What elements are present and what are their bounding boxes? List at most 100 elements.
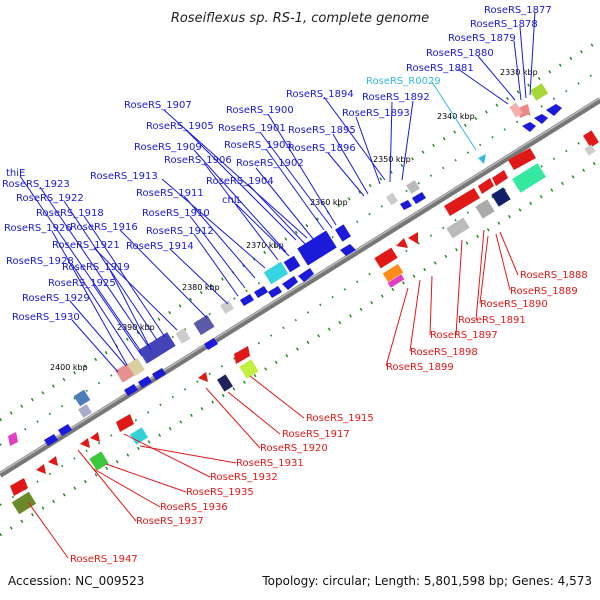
gene-arrow: [478, 178, 494, 194]
gene-label[interactable]: RoseRS_1922: [16, 193, 84, 204]
tick-label: 2360 kbp: [310, 198, 348, 207]
reverse-genes: [10, 130, 599, 515]
gene-label[interactable]: RoseRS_1896: [288, 143, 356, 154]
gene-label[interactable]: RoseRS_1890: [480, 299, 548, 310]
gene-feature: [8, 432, 18, 446]
gene-feature: [529, 83, 549, 101]
gene-label[interactable]: RoseRS_1880: [426, 48, 494, 59]
gene-label[interactable]: RoseRS_1937: [136, 516, 204, 527]
gene-feature: [475, 199, 495, 219]
gene-label[interactable]: RoseRS_1897: [430, 330, 498, 341]
gene-arrow: [522, 122, 536, 132]
gene-label[interactable]: RoseRS_1909: [134, 142, 202, 153]
gene-label[interactable]: RoseRS_1929: [22, 293, 90, 304]
genome-backbone-highlight: [0, 97, 600, 474]
gene-label[interactable]: RoseRS_1910: [142, 208, 210, 219]
gene-arrow: [36, 464, 46, 474]
gene-label[interactable]: RoseRS_1912: [146, 226, 214, 237]
tick-label: 2350 kbp: [373, 155, 411, 164]
gene-label[interactable]: RoseRS_1904: [206, 176, 274, 187]
gene-label[interactable]: RoseRS_1915: [306, 413, 374, 424]
forward-gene-labels: RoseRS_1877 RoseRS_1878 RoseRS_1879 Rose…: [2, 5, 552, 323]
gene-feature: [382, 263, 404, 283]
gene-label[interactable]: RoseRS_1921: [52, 240, 120, 251]
gene-label[interactable]: RoseRS_1947: [70, 554, 138, 565]
gene-label[interactable]: RoseRS_1893: [342, 108, 410, 119]
rna-label[interactable]: RoseRS_R0029: [366, 76, 441, 87]
gene-feature: [217, 374, 233, 392]
gene-arrow: [400, 200, 412, 210]
gene-label[interactable]: chlL: [222, 195, 243, 206]
gene-label[interactable]: RoseRS_1899: [386, 362, 454, 373]
gene-label[interactable]: RoseRS_1932: [210, 472, 278, 483]
forward-leader-lines: [19, 11, 536, 373]
gene-label[interactable]: RoseRS_1917: [282, 429, 350, 440]
gene-label[interactable]: RoseRS_1914: [126, 241, 194, 252]
gene-feature: [283, 255, 301, 273]
gene-label[interactable]: RoseRS_1895: [288, 125, 356, 136]
gene-label[interactable]: RoseRS_1901: [218, 123, 286, 134]
gene-label[interactable]: RoseRS_1906: [164, 155, 232, 166]
gene-label[interactable]: RoseRS_1918: [36, 208, 104, 219]
gene-label[interactable]: RoseRS_1931: [236, 458, 304, 469]
gene-label[interactable]: RoseRS_1905: [146, 121, 214, 132]
gene-label[interactable]: RoseRS_1888: [520, 270, 588, 281]
gene-feature: [509, 102, 523, 118]
gene-label[interactable]: RoseRS_1902: [236, 158, 304, 169]
gene-label[interactable]: RoseRS_1907: [124, 100, 192, 111]
gene-feature: [444, 188, 480, 216]
gene-label[interactable]: RoseRS_1920: [260, 443, 328, 454]
tick-label: 2340 kbp: [437, 112, 475, 121]
gene-label[interactable]: RoseRS_1903: [224, 140, 292, 151]
gene-feature: [220, 300, 234, 314]
gene-label[interactable]: RoseRS_1911: [136, 188, 204, 199]
gene-arrow: [116, 414, 134, 432]
gene-feature: [193, 314, 215, 336]
gene-arrow: [298, 268, 314, 282]
gene-feature: [175, 328, 191, 344]
gene-label[interactable]: RoseRS_1881: [406, 63, 474, 74]
gene-label[interactable]: RoseRS_1898: [410, 347, 478, 358]
gene-arrow: [340, 244, 356, 256]
gene-label[interactable]: RoseRS_1919: [62, 262, 130, 273]
gene-label[interactable]: RoseRS_1878: [470, 19, 538, 30]
map-title: Roseiflexus sp. RS-1, complete genome: [171, 11, 429, 26]
gene-label[interactable]: RoseRS_1892: [362, 92, 430, 103]
gene-feature: [78, 404, 92, 418]
gene-label[interactable]: RoseRS_1913: [90, 171, 158, 182]
gene-arrow: [198, 372, 208, 382]
gene-arrow: [268, 286, 282, 298]
gene-label[interactable]: RoseRS_1923: [2, 179, 70, 190]
gene-label[interactable]: RoseRS_1928: [6, 256, 74, 267]
gene-feature: [73, 389, 91, 407]
gene-label[interactable]: RoseRS_1891: [458, 315, 526, 326]
gene-feature: [491, 187, 511, 207]
gene-label[interactable]: RoseRS_1894: [286, 89, 354, 100]
gene-label[interactable]: RoseRS_1936: [160, 502, 228, 513]
rna-leader-line: [431, 81, 477, 151]
gene-arrow: [80, 438, 90, 448]
forward-genes: [8, 83, 562, 446]
gene-arrow: [546, 104, 562, 116]
gene-label[interactable]: RoseRS_1935: [186, 487, 254, 498]
gene-arrow: [492, 170, 508, 186]
gene-label[interactable]: RoseRS_1879: [448, 33, 516, 44]
gene-arrow: [90, 432, 100, 442]
rna-feature: [478, 154, 486, 164]
gene-feature: [129, 427, 149, 445]
gene-label[interactable]: RoseRS_1877: [484, 5, 552, 16]
gene-feature: [89, 451, 109, 471]
tick-label: 2330 kbp: [500, 68, 538, 77]
gene-label[interactable]: RoseRS_1930: [12, 312, 80, 323]
genome-backbone: [0, 97, 600, 478]
gene-label[interactable]: RoseRS_1925: [48, 278, 116, 289]
gene-label[interactable]: RoseRS_1900: [226, 105, 294, 116]
gene-label[interactable]: RoseRS_1889: [510, 286, 578, 297]
genome-summary-text: Topology: circular; Length: 5,801,598 bp…: [261, 574, 592, 588]
gene-feature: [518, 104, 530, 118]
gene-label[interactable]: RoseRS_1926: [4, 223, 72, 234]
gene-feature: [11, 491, 37, 515]
gene-label[interactable]: RoseRS_1916: [70, 222, 138, 233]
gene-label[interactable]: thiE: [6, 168, 25, 179]
